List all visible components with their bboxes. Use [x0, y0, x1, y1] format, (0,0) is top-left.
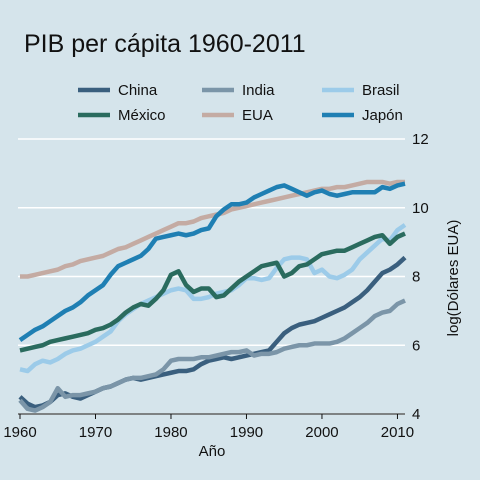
- series-line-5: [20, 179, 405, 279]
- x-axis-label: Año: [199, 443, 226, 460]
- legend-label: China: [118, 82, 158, 99]
- y-tick-label: 8: [412, 269, 420, 286]
- series-lines: [18, 179, 407, 413]
- x-tick-label: 1990: [230, 424, 263, 441]
- series-line-3: [19, 223, 407, 374]
- y-tick-label: 4: [412, 406, 420, 423]
- x-tick-label: 2000: [305, 424, 338, 441]
- legend-label: México: [118, 107, 166, 124]
- grid-lines: [18, 138, 405, 415]
- chart-title: PIB per cápita 1960-2011: [24, 30, 306, 58]
- x-tick-label: 2010: [381, 424, 414, 441]
- x-tick-label: 1980: [154, 424, 187, 441]
- series-line-6: [18, 181, 406, 342]
- y-axis: 4 6 8 10 12: [412, 131, 429, 423]
- legend-label: Brasil: [362, 82, 400, 99]
- y-axis-label: log(Dólares EUA): [445, 220, 462, 337]
- legend-label: India: [242, 82, 275, 99]
- y-tick-label: 12: [412, 131, 429, 148]
- series-line-4: [19, 231, 406, 353]
- x-tick-label: 1970: [79, 424, 112, 441]
- series-line-2: [18, 298, 406, 413]
- x-axis: 1960 1970 1980 1990 2000 2010: [3, 413, 414, 441]
- y-tick-label: 6: [412, 337, 420, 354]
- legend: China India Brasil México EUA Japón: [78, 82, 403, 124]
- series-line-1: [18, 255, 407, 410]
- legend-label: EUA: [242, 107, 273, 124]
- x-tick-label: 1960: [3, 424, 36, 441]
- y-tick-label: 10: [412, 200, 429, 217]
- legend-label: Japón: [362, 107, 403, 124]
